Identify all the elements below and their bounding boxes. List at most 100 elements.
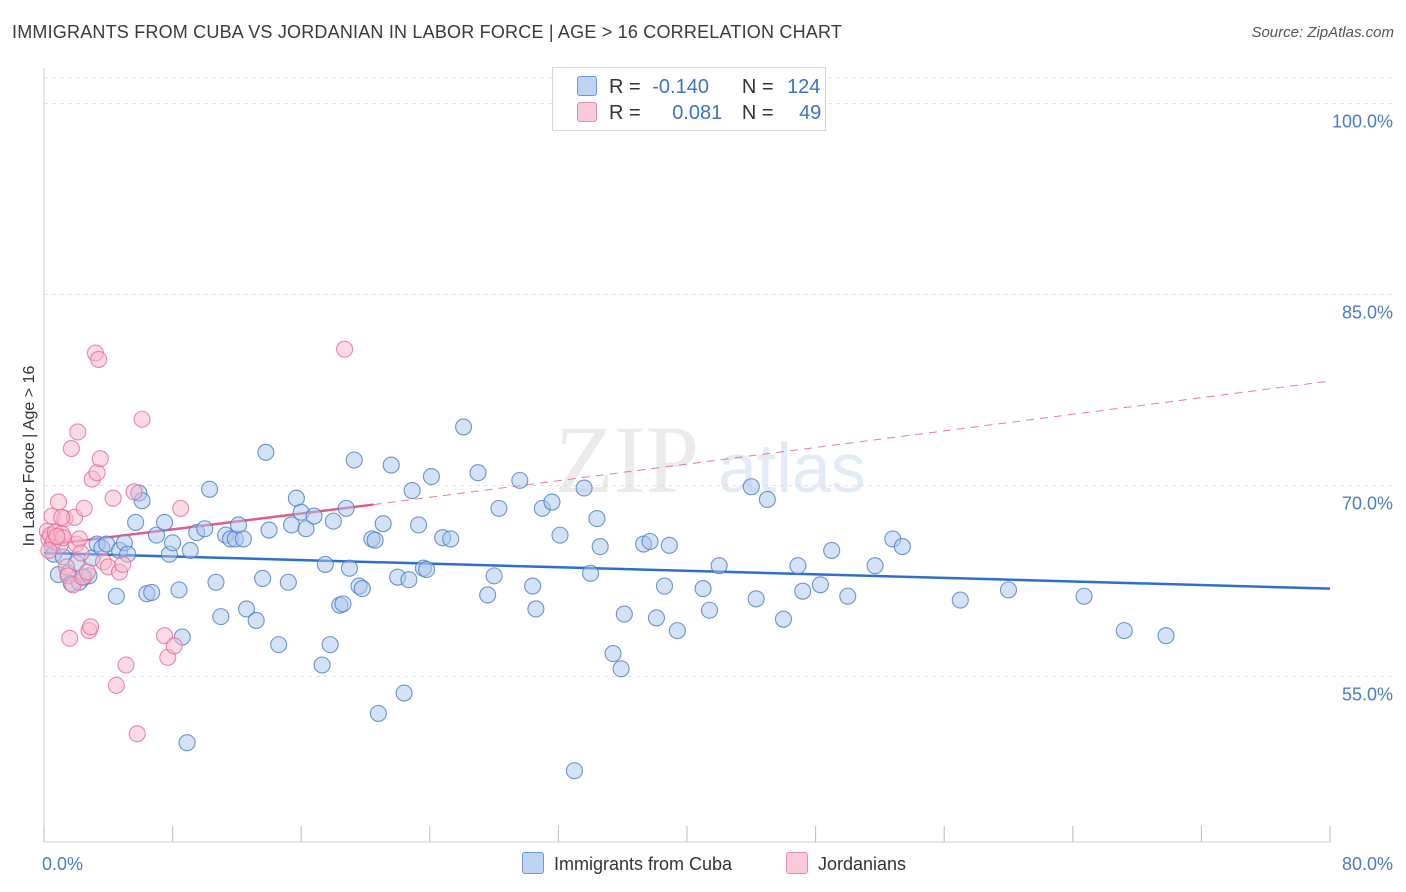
x-tick-label-min: 0.0% bbox=[42, 854, 83, 874]
point-jordanians bbox=[88, 464, 106, 482]
point-cuba bbox=[143, 583, 161, 601]
point-jordanians bbox=[165, 637, 183, 655]
point-jordanians bbox=[70, 530, 88, 548]
point-cuba bbox=[1075, 587, 1093, 605]
point-cuba bbox=[469, 464, 487, 482]
point-cuba bbox=[107, 587, 125, 605]
point-cuba bbox=[395, 684, 413, 702]
point-jordanians bbox=[117, 656, 135, 674]
point-cuba bbox=[270, 636, 288, 654]
legend-r-value-jordanians: 0.081 bbox=[672, 102, 723, 124]
y-tick-label: 55.0% bbox=[1342, 684, 1393, 704]
point-cuba bbox=[234, 530, 252, 548]
point-cuba bbox=[260, 521, 278, 539]
point-cuba bbox=[823, 541, 841, 559]
point-cuba bbox=[324, 512, 342, 530]
point-cuba bbox=[181, 541, 199, 559]
point-cuba bbox=[485, 567, 503, 585]
point-jordanians bbox=[72, 544, 90, 562]
bottom-legend-cuba: Immigrants from Cuba bbox=[522, 852, 732, 875]
point-cuba bbox=[951, 591, 969, 609]
point-jordanians bbox=[114, 555, 132, 573]
point-cuba bbox=[641, 532, 659, 551]
point-jordanians bbox=[91, 450, 109, 468]
point-cuba bbox=[694, 580, 712, 598]
point-cuba bbox=[334, 595, 352, 613]
point-cuba bbox=[758, 490, 776, 509]
point-cuba bbox=[164, 534, 182, 552]
point-cuba bbox=[196, 520, 214, 538]
point-cuba bbox=[147, 526, 166, 544]
y-axis-title: In Labor Force | Age > 16 bbox=[21, 366, 38, 547]
point-cuba bbox=[254, 569, 272, 587]
point-cuba bbox=[237, 600, 256, 618]
point-cuba bbox=[321, 636, 339, 654]
point-cuba bbox=[316, 555, 334, 573]
point-cuba bbox=[565, 762, 584, 780]
point-jordanians bbox=[90, 350, 108, 368]
legend-swatch-pink bbox=[577, 102, 597, 122]
point-cuba bbox=[893, 538, 911, 556]
point-cuba bbox=[511, 471, 529, 489]
point-cuba bbox=[257, 443, 275, 461]
point-cuba bbox=[700, 601, 719, 619]
point-cuba bbox=[527, 600, 545, 618]
point-cuba bbox=[588, 510, 606, 528]
point-jordanians bbox=[62, 439, 80, 458]
watermark: ZIP atlas bbox=[555, 406, 866, 513]
point-cuba bbox=[1115, 622, 1133, 640]
legend-n-value-cuba: 124 bbox=[787, 76, 821, 98]
point-cuba bbox=[422, 468, 440, 486]
data-points bbox=[38, 340, 1175, 780]
trend-line-jordanians-extended bbox=[373, 380, 1331, 506]
y-tick-label: 70.0% bbox=[1342, 493, 1393, 513]
point-cuba bbox=[479, 586, 497, 604]
point-cuba bbox=[612, 660, 630, 678]
point-cuba bbox=[353, 580, 371, 598]
y-tick-label: 85.0% bbox=[1342, 302, 1393, 322]
point-cuba bbox=[811, 576, 829, 594]
point-cuba bbox=[742, 478, 760, 496]
stats-legend: R = -0.140 N = 124 R = 0.081 N = 49 bbox=[552, 67, 826, 131]
legend-n-value-jordanians: 49 bbox=[799, 102, 822, 124]
point-cuba bbox=[418, 560, 436, 579]
legend-row-cuba: R = -0.140 N = 124 bbox=[577, 76, 820, 100]
point-cuba bbox=[490, 499, 508, 517]
point-cuba bbox=[794, 582, 812, 600]
point-jordanians bbox=[104, 489, 122, 507]
point-cuba bbox=[382, 456, 400, 474]
point-cuba bbox=[340, 559, 358, 577]
axes bbox=[43, 68, 1331, 843]
legend-swatch-blue bbox=[577, 76, 597, 96]
point-cuba bbox=[178, 734, 196, 752]
point-cuba bbox=[212, 608, 230, 626]
point-jordanians bbox=[75, 499, 93, 517]
point-cuba bbox=[403, 482, 421, 500]
point-cuba bbox=[551, 526, 569, 544]
point-cuba bbox=[455, 418, 473, 436]
point-cuba bbox=[400, 571, 418, 589]
point-cuba bbox=[524, 577, 542, 595]
point-jordanians bbox=[336, 340, 354, 358]
y-tick-label: 100.0% bbox=[1332, 111, 1393, 131]
point-cuba bbox=[789, 557, 807, 575]
legend-row-jordanians: R = 0.081 N = 49 bbox=[577, 102, 821, 126]
point-cuba bbox=[369, 704, 387, 722]
point-cuba bbox=[581, 564, 600, 582]
source-label: Source: ZipAtlas.com bbox=[1251, 24, 1394, 41]
legend-r-value-cuba: -0.140 bbox=[652, 76, 709, 98]
point-jordanians bbox=[78, 563, 96, 581]
point-jordanians bbox=[53, 508, 71, 526]
watermark-atlas: atlas bbox=[718, 429, 866, 507]
point-jordanians bbox=[172, 499, 190, 517]
point-jordanians bbox=[69, 423, 87, 441]
point-jordanians bbox=[49, 493, 68, 511]
point-cuba bbox=[543, 493, 561, 511]
point-cuba bbox=[207, 573, 225, 591]
point-cuba bbox=[668, 622, 686, 640]
point-cuba bbox=[591, 538, 609, 556]
point-cuba bbox=[1157, 627, 1175, 645]
point-cuba bbox=[999, 581, 1018, 599]
point-jordanians bbox=[107, 676, 125, 694]
